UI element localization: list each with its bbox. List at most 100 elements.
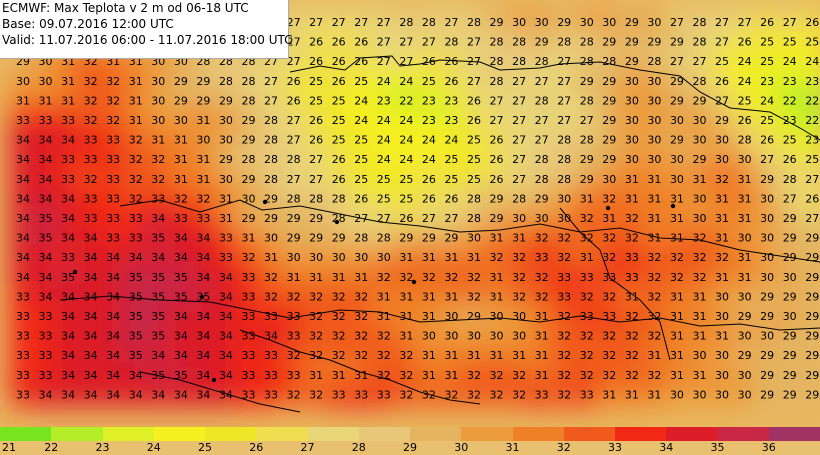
temperature-value: 27 xyxy=(693,55,707,68)
temperature-value: 32 xyxy=(106,114,120,127)
temperature-value: 33 xyxy=(264,349,278,362)
temperature-cell xyxy=(797,68,820,94)
temperature-value: 29 xyxy=(602,75,616,88)
temperature-value: 26 xyxy=(760,16,774,29)
temperature-value: 32 xyxy=(377,330,391,343)
temperature-value: 30 xyxy=(151,94,165,107)
temperature-value: 34 xyxy=(16,134,30,147)
temperature-value: 26 xyxy=(760,134,774,147)
temperature-cell xyxy=(797,224,820,251)
temperature-value: 27 xyxy=(715,36,729,49)
temperature-value: 27 xyxy=(287,36,301,49)
temperature-value: 33 xyxy=(129,232,143,245)
temperature-value: 33 xyxy=(39,114,53,127)
temperature-value: 28 xyxy=(557,36,571,49)
temperature-value: 34 xyxy=(16,153,30,166)
temperature-value: 34 xyxy=(219,310,233,323)
temperature-value: 34 xyxy=(84,310,98,323)
temperature-value: 35 xyxy=(129,271,143,284)
temperature-value: 35 xyxy=(151,369,165,382)
temperature-value: 28 xyxy=(467,212,481,225)
temperature-value: 31 xyxy=(129,75,143,88)
temperature-value: 30 xyxy=(760,212,774,225)
temperature-value: 33 xyxy=(16,330,30,343)
temperature-value: 32 xyxy=(557,388,571,401)
temperature-cell xyxy=(797,342,820,368)
temperature-value: 24 xyxy=(399,114,413,127)
temperature-value: 31 xyxy=(422,310,436,323)
temperature-value: 28 xyxy=(512,36,526,49)
temperature-value: 28 xyxy=(467,16,481,29)
temperature-value: 34 xyxy=(61,388,75,401)
temperature-value: 26 xyxy=(309,134,323,147)
temperature-value: 32 xyxy=(332,349,346,362)
temperature-value: 28 xyxy=(332,192,346,205)
temperature-value: 27 xyxy=(783,16,797,29)
temperature-value: 31 xyxy=(625,192,639,205)
temperature-value: 30 xyxy=(760,330,774,343)
temperature-value: 30 xyxy=(196,134,210,147)
temperature-cell xyxy=(797,28,820,55)
temperature-value: 28 xyxy=(580,94,594,107)
temperature-value: 28 xyxy=(535,94,549,107)
temperature-value: 28 xyxy=(557,134,571,147)
temperature-value: 26 xyxy=(354,192,368,205)
temperature-value: 27 xyxy=(377,55,391,68)
temperature-value: 29 xyxy=(783,212,797,225)
temperature-cell xyxy=(797,264,820,290)
temperature-value: 29 xyxy=(670,36,684,49)
temperature-value: 31 xyxy=(490,290,504,303)
temperature-value: 31 xyxy=(332,369,346,382)
city-marker xyxy=(72,269,78,275)
temperature-value: 31 xyxy=(647,192,661,205)
temperature-value: 34 xyxy=(219,290,233,303)
temperature-value: 24 xyxy=(444,134,458,147)
temperature-value: 31 xyxy=(354,271,368,284)
temperature-value: 31 xyxy=(444,349,458,362)
temperature-value: 29 xyxy=(760,349,774,362)
temperature-value: 24 xyxy=(354,114,368,127)
temperature-value: 32 xyxy=(647,330,661,343)
temperature-value: 31 xyxy=(693,330,707,343)
temperature-value: 30 xyxy=(580,16,594,29)
temperature-value: 30 xyxy=(670,114,684,127)
temperature-value: 34 xyxy=(16,192,30,205)
temperature-value: 29 xyxy=(242,114,256,127)
legend-swatch xyxy=(102,427,155,441)
temperature-cell xyxy=(797,381,820,408)
temperature-value: 24 xyxy=(377,134,391,147)
temperature-value: 30 xyxy=(557,212,571,225)
temperature-value: 34 xyxy=(196,369,210,382)
temperature-value: 25 xyxy=(309,75,323,88)
temperature-value: 27 xyxy=(287,173,301,186)
temperature-value: 34 xyxy=(61,192,75,205)
temperature-value: 31 xyxy=(580,192,594,205)
temperature-value: 33 xyxy=(625,251,639,264)
temperature-value: 31 xyxy=(490,271,504,284)
temperature-value: 32 xyxy=(287,388,301,401)
temperature-value: 26 xyxy=(715,75,729,88)
temperature-value: 23 xyxy=(805,75,819,88)
temperature-value: 32 xyxy=(129,134,143,147)
temperature-value: 25 xyxy=(377,173,391,186)
temperature-value: 33 xyxy=(106,212,120,225)
temperature-value: 30 xyxy=(377,251,391,264)
temperature-value: 31 xyxy=(670,192,684,205)
temperature-value: 30 xyxy=(647,16,661,29)
temperature-value: 34 xyxy=(174,251,188,264)
temperature-value: 34 xyxy=(106,388,120,401)
temperature-value: 30 xyxy=(647,114,661,127)
temperature-value: 34 xyxy=(61,310,75,323)
temperature-value: 32 xyxy=(557,251,571,264)
temperature-value: 27 xyxy=(783,192,797,205)
temperature-value: 31 xyxy=(174,153,188,166)
temperature-value: 29 xyxy=(670,94,684,107)
temperature-value: 31 xyxy=(422,369,436,382)
temperature-value: 31 xyxy=(174,134,188,147)
temperature-cell xyxy=(797,126,820,153)
temperature-value: 23 xyxy=(760,75,774,88)
temperature-value: 30 xyxy=(693,212,707,225)
legend-tick: 35 xyxy=(710,441,725,454)
temperature-value: 30 xyxy=(467,330,481,343)
temperature-value: 30 xyxy=(738,388,752,401)
